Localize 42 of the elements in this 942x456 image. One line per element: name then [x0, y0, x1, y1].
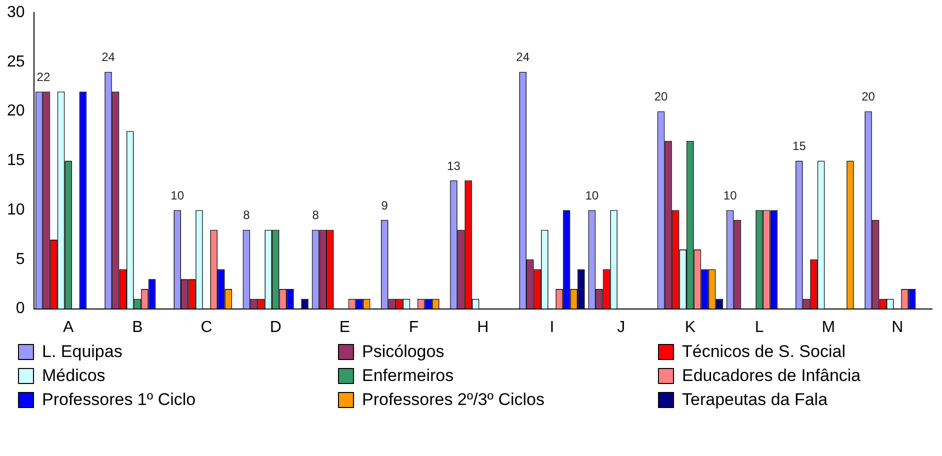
x-tick-label: C: [200, 318, 212, 336]
data-label: 22: [36, 70, 50, 84]
data-label: 20: [654, 90, 668, 104]
x-tick-label: A: [63, 318, 74, 336]
y-tick-label: 30: [7, 4, 25, 22]
data-label: 10: [723, 188, 738, 202]
y-tick-label: 10: [7, 201, 25, 218]
data-label: 10: [585, 188, 599, 202]
legend-label: Terapeutas da Fala: [682, 390, 828, 410]
y-tick-label: 0: [16, 300, 25, 318]
x-tick-label: D: [270, 318, 282, 336]
x-tick-label: K: [684, 318, 696, 336]
data-label: 13: [447, 158, 461, 173]
x-tick-label: B: [132, 318, 143, 336]
legend-label: Educadores de Infância: [682, 366, 861, 386]
legend-label: L. Equipas: [42, 342, 122, 362]
x-tick-label: I: [550, 318, 554, 336]
data-label: 24: [102, 50, 116, 64]
y-tick-label: 20: [7, 102, 25, 120]
y-tick-label: 25: [7, 53, 25, 70]
x-tick-label: F: [408, 318, 419, 336]
y-tick-label: 5: [16, 250, 25, 268]
x-tick-label: H: [477, 318, 489, 336]
legend-label: Psicólogos: [362, 342, 444, 362]
data-label: 8: [243, 208, 250, 222]
x-tick-label: L: [754, 318, 764, 336]
legend-label: Professores 1º Ciclo: [42, 390, 196, 410]
x-tick-label: M: [822, 318, 836, 336]
legend-label: Técnicos de S. Social: [682, 342, 846, 362]
x-tick-label: J: [617, 318, 626, 336]
legend-label: Médicos: [42, 366, 106, 386]
data-label: 8: [312, 208, 320, 222]
legend-label: Professores 2º/3º Ciclos: [362, 390, 544, 410]
data-label: 15: [792, 139, 806, 154]
x-tick-label: N: [892, 318, 904, 336]
data-label: 9: [381, 198, 388, 212]
data-label: 10: [170, 188, 184, 202]
x-tick-label: E: [339, 318, 350, 336]
legend-label: Enfermeiros: [362, 366, 454, 386]
data-label: 24: [516, 50, 530, 64]
y-tick-label: 15: [7, 152, 25, 170]
data-label: 20: [862, 90, 876, 104]
